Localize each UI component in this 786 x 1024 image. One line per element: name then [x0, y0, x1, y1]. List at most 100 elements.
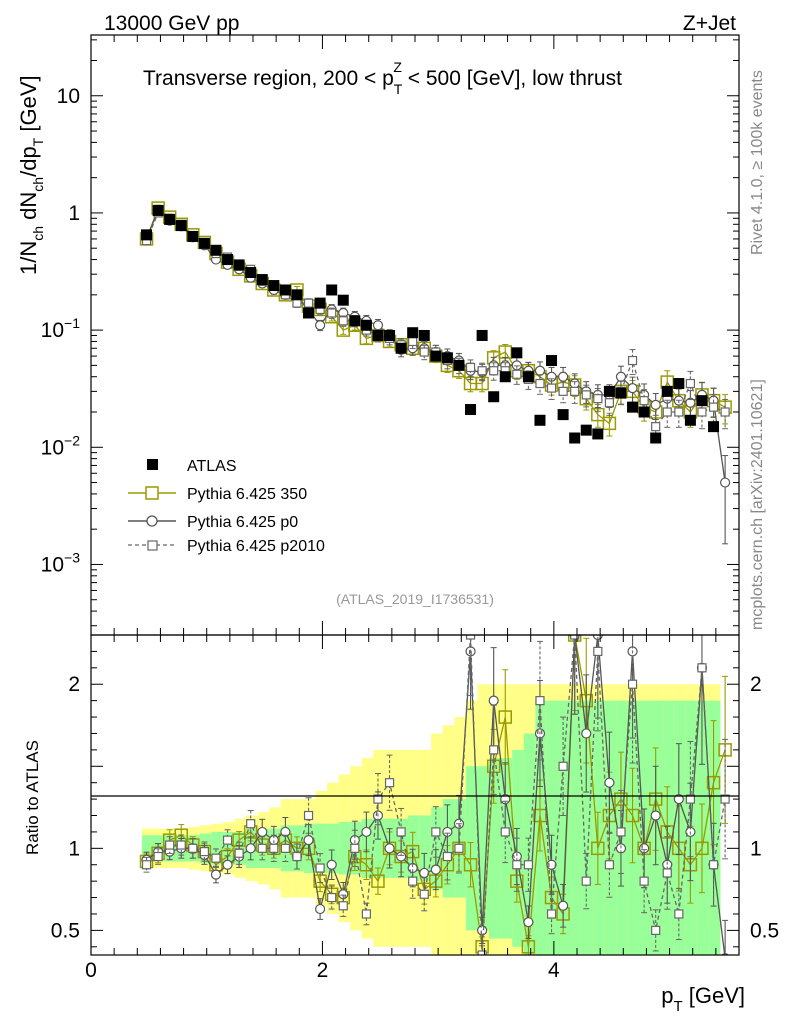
data-point	[292, 851, 302, 862]
data-point	[616, 827, 626, 837]
data-point	[165, 840, 175, 850]
ratio-band-inner	[627, 700, 640, 955]
data-point	[372, 320, 384, 331]
data-point	[662, 407, 672, 417]
ratio-band-inner	[558, 700, 571, 955]
data-point	[625, 808, 640, 823]
atlas-data-point	[441, 352, 453, 364]
atlas-data-point	[384, 329, 396, 341]
top-panel-data	[139, 201, 732, 545]
data-point	[697, 407, 707, 417]
atlas-data-point	[696, 395, 708, 407]
atlas-data-point	[534, 414, 546, 426]
legend-p0-marker	[146, 515, 158, 527]
data-point	[176, 840, 186, 850]
ratio-band-inner	[570, 700, 582, 955]
atlas-data-point	[256, 274, 268, 286]
data-point	[488, 695, 499, 706]
data-point	[338, 901, 348, 911]
data-point	[315, 903, 326, 915]
ratio-band-inner	[674, 700, 686, 955]
ratio-band-inner	[211, 831, 223, 865]
data-point	[523, 917, 534, 928]
legend-p350-label: Pythia 6.425 350	[187, 486, 307, 503]
top-y-axis-title: 1/Nch dNch/dpT [GeV]	[16, 75, 46, 275]
atlas-data-point	[603, 385, 615, 397]
data-point	[639, 876, 649, 886]
top-y-tick-label: 10	[57, 85, 80, 108]
data-point	[512, 860, 522, 870]
data-point	[327, 308, 337, 318]
data-point	[627, 355, 638, 366]
ratio-y-tick-label-right: 0.5	[750, 919, 779, 942]
top-y-tick-label: 1	[68, 202, 80, 225]
data-point	[720, 407, 730, 417]
data-point	[454, 843, 464, 853]
atlas-data-point	[395, 342, 407, 354]
data-point	[442, 826, 453, 838]
atlas-data-point	[488, 391, 500, 403]
ratio-band-inner	[512, 749, 524, 947]
atlas-data-point	[557, 409, 569, 421]
data-point	[234, 848, 244, 858]
data-point	[315, 320, 326, 331]
data-point	[222, 835, 233, 845]
ratio-band-inner	[593, 700, 605, 955]
data-point	[477, 925, 488, 936]
atlas-data-point	[673, 378, 685, 390]
ratio-band-inner	[141, 835, 154, 862]
data-point	[602, 416, 617, 431]
data-point	[546, 859, 557, 870]
ratio-panel-data	[139, 635, 732, 955]
data-point	[361, 826, 372, 838]
mcplots-label: mcplots.cern.ch [arXiv:2401.10621]	[749, 379, 766, 630]
data-point	[708, 402, 719, 412]
data-point	[303, 835, 314, 846]
ratio-band-inner	[500, 758, 513, 939]
data-point	[720, 794, 730, 804]
atlas-data-point	[465, 404, 477, 416]
data-point	[211, 853, 221, 863]
ratio-band-inner	[465, 766, 478, 931]
legend: ATLAS Pythia 6.425 350 Pythia 6.425 p0 P…	[128, 458, 325, 555]
data-point	[303, 298, 314, 308]
atlas-data-point	[650, 432, 662, 444]
data-point	[627, 382, 638, 394]
rivet-label: Rivet 4.1.0, ≥ 100k events	[749, 70, 766, 255]
data-point	[708, 860, 719, 870]
atlas-data-point	[152, 204, 164, 216]
ratio-band-inner	[697, 700, 709, 955]
atlas-data-point	[708, 421, 720, 433]
atlas-data-point	[222, 254, 234, 266]
data-point	[326, 859, 337, 870]
legend-atlas-marker	[147, 459, 158, 470]
data-point	[419, 347, 429, 357]
atlas-data-point	[476, 329, 488, 341]
atlas-data-point	[430, 350, 442, 362]
data-point	[373, 794, 383, 804]
data-point	[315, 863, 325, 873]
data-point	[489, 745, 499, 755]
ratio-band-inner	[327, 823, 339, 873]
atlas-data-point	[326, 284, 338, 296]
atlas-data-point	[291, 289, 303, 301]
ratio-band-inner	[639, 700, 652, 955]
legend-p2010-marker	[147, 540, 158, 551]
data-point	[581, 728, 592, 739]
process-label: Z+Jet	[683, 12, 736, 35]
data-point	[673, 794, 684, 805]
data-point	[558, 761, 568, 771]
data-point	[327, 892, 337, 903]
ratio-band-inner	[442, 799, 455, 898]
data-point	[246, 819, 256, 829]
ratio-band-inner	[361, 818, 374, 878]
atlas-data-point	[499, 371, 511, 383]
data-point	[685, 794, 696, 804]
atlas-data-point	[592, 428, 604, 440]
atlas-data-point	[580, 424, 592, 436]
data-point	[442, 851, 452, 862]
top-y-tick-label: 10−2	[41, 432, 81, 459]
data-point	[581, 876, 591, 886]
x-tick-label: 4	[548, 959, 560, 982]
atlas-data-point	[314, 297, 326, 309]
